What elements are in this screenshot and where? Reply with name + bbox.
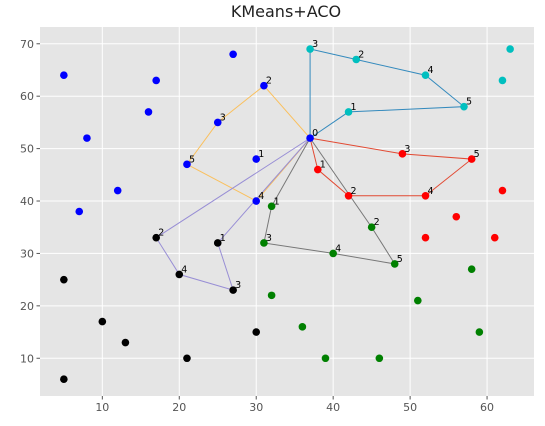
data-point — [75, 207, 84, 216]
route-point-label: 5 — [474, 149, 480, 160]
route-point-label: 1 — [351, 102, 357, 113]
data-point — [321, 354, 330, 363]
route-point-label: 2 — [266, 76, 272, 87]
data-point — [506, 45, 514, 53]
route-point — [344, 108, 353, 116]
data-point — [229, 50, 237, 59]
route-point — [467, 155, 476, 163]
route-point-label: 5 — [397, 254, 403, 265]
data-point — [421, 233, 430, 242]
depot-label: 0 — [312, 128, 318, 139]
data-point — [298, 323, 307, 331]
x-tick-label: 50 — [403, 401, 417, 414]
route-point-label: 3 — [312, 39, 318, 50]
route-point — [313, 165, 322, 174]
data-point — [375, 354, 384, 363]
route-point — [260, 239, 268, 247]
data-point — [475, 328, 484, 336]
data-point — [267, 291, 276, 300]
route-point-label: 4 — [258, 191, 264, 202]
route-point-label: 1 — [258, 149, 264, 160]
route-point — [229, 286, 237, 294]
data-point — [252, 328, 261, 336]
x-tick-label: 40 — [326, 401, 340, 414]
route-point — [329, 249, 337, 258]
route-line-4 — [155, 137, 311, 291]
y-tick-label: 60 — [20, 90, 34, 103]
route-point-label: 4 — [335, 243, 341, 254]
grid — [40, 27, 534, 396]
route-point-label: 1 — [320, 160, 326, 171]
route-point-label: 1 — [220, 233, 226, 244]
route-point-label: 3 — [266, 233, 272, 244]
data-point — [83, 134, 91, 142]
route-point — [260, 81, 268, 90]
data-point — [60, 275, 68, 284]
x-tick-label: 30 — [249, 401, 263, 414]
data-point — [490, 233, 499, 242]
route-line-0 — [186, 85, 311, 202]
route-point-label: 4 — [428, 65, 434, 76]
data-point — [252, 155, 261, 163]
route-point — [152, 233, 160, 242]
route-point — [344, 191, 353, 200]
data-point — [452, 212, 461, 221]
route-point — [367, 223, 376, 232]
route-point-label: 3 — [220, 112, 226, 123]
route-point-label: 4 — [428, 186, 434, 197]
y-tick-label: 20 — [20, 300, 34, 313]
route-point — [390, 260, 399, 268]
x-tick-label: 10 — [95, 401, 109, 414]
route-point-label: 3 — [404, 144, 410, 155]
route-point — [460, 102, 468, 111]
route-point-label: 2 — [351, 186, 357, 197]
x-tick-label: 60 — [480, 401, 494, 414]
data-point — [467, 265, 476, 273]
route-point — [175, 270, 184, 279]
data-point — [113, 186, 122, 195]
data-point — [498, 76, 507, 85]
route-point — [398, 150, 407, 158]
route-point — [352, 55, 361, 64]
chart-title: KMeans+ACO — [231, 2, 341, 21]
depot-point — [306, 134, 314, 142]
route-point — [267, 202, 276, 211]
route-point-label: 5 — [189, 154, 195, 165]
route-point-label: 1 — [274, 196, 280, 207]
y-tick-label: 40 — [20, 195, 34, 208]
plot-area — [40, 27, 534, 396]
y-tick-label: 50 — [20, 143, 34, 156]
route-point — [183, 160, 191, 169]
route-point — [421, 71, 430, 80]
route-point — [213, 239, 222, 247]
route-point — [421, 191, 430, 200]
route-point-label: 2 — [374, 217, 380, 228]
data-point — [152, 76, 160, 85]
points — [60, 45, 514, 384]
route-point-label: 4 — [181, 264, 187, 275]
route-point — [213, 118, 222, 127]
data-point — [414, 296, 422, 305]
data-point — [121, 338, 130, 347]
y-tick-label: 30 — [20, 247, 34, 260]
y-tick-label: 10 — [20, 352, 34, 365]
route-point-label: 5 — [466, 97, 472, 108]
data-point — [60, 375, 68, 384]
data-point — [183, 354, 191, 363]
data-point — [98, 317, 107, 326]
data-point — [60, 71, 68, 80]
y-tick-label: 70 — [20, 38, 34, 51]
route-point-label: 3 — [235, 280, 241, 291]
route-point-label: 2 — [158, 228, 164, 239]
data-point — [498, 186, 507, 195]
data-point — [144, 108, 153, 116]
route-point-label: 2 — [358, 49, 364, 60]
route-point — [252, 197, 261, 205]
x-tick-label: 20 — [172, 401, 186, 414]
route-point — [306, 45, 314, 53]
